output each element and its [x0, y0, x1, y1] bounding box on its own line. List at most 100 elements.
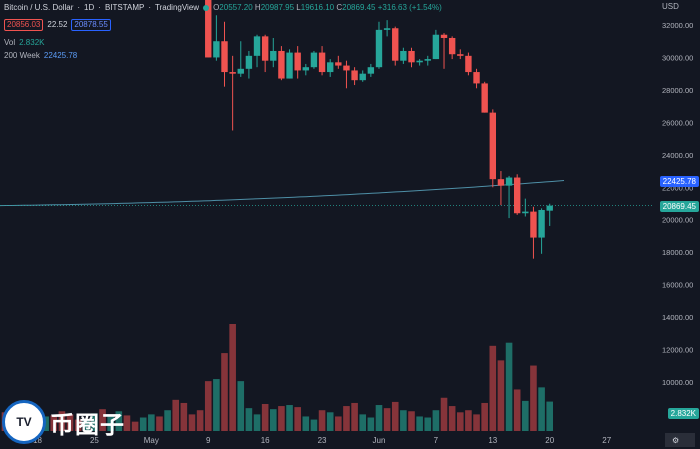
currency-label: USD: [662, 2, 679, 11]
price-tick: 20000.00: [662, 216, 693, 225]
candle-body: [400, 50, 407, 61]
volume-bar: [383, 408, 391, 431]
volume-bar: [351, 402, 358, 431]
volume-bar: [83, 420, 90, 431]
volume-bar: [237, 381, 245, 431]
volume-bar: [180, 402, 188, 431]
volume-bar: [473, 414, 480, 431]
tv-logo-icon: TV: [2, 400, 46, 444]
candle-body: [318, 52, 326, 73]
low-value: 19616.10: [300, 3, 335, 12]
time-tick: 7: [434, 436, 439, 445]
volume-bar: [367, 417, 375, 431]
volume-tag: 2.832K: [667, 408, 699, 419]
price-tick: 24000.00: [662, 151, 693, 160]
candle-body: [457, 54, 464, 56]
price-tick: 26000.00: [662, 118, 693, 127]
volume-bar: [156, 416, 163, 431]
volume-bar: [505, 342, 513, 431]
ma-legend[interactable]: 200 Week 22425.78: [4, 51, 77, 61]
watermark: TV 币圈子: [2, 400, 125, 444]
price-tick: 28000.00: [662, 86, 693, 95]
candle-body: [327, 62, 334, 73]
candle-body: [465, 55, 472, 73]
price-tick: 10000.00: [662, 378, 693, 387]
exchange-label: BITSTAMP: [104, 3, 145, 12]
volume-bar: [58, 411, 66, 431]
market-status-icon: [203, 5, 210, 11]
interval-label[interactable]: 1D: [84, 3, 95, 12]
candle-body: [473, 72, 480, 84]
candle-body: [424, 59, 431, 61]
volume-bar: [131, 421, 139, 431]
candle-body: [213, 41, 220, 58]
candle-body: [505, 177, 513, 186]
buy-price-button[interactable]: 20878.55: [71, 19, 111, 31]
high-value: 20987.95: [260, 3, 295, 12]
time-tick: Jun: [373, 436, 386, 445]
candle-body: [286, 52, 293, 79]
volume-bar: [261, 403, 269, 431]
source-label: TradingView: [155, 3, 200, 12]
ma-label: 200 Week: [4, 51, 40, 60]
volume-legend[interactable]: Vol 2.832K: [4, 38, 44, 48]
time-tick: 18: [33, 436, 42, 445]
time-tick: 13: [488, 436, 497, 445]
volume-bar: [318, 410, 326, 431]
volume-bar: [416, 416, 423, 431]
volume-bar: [513, 389, 521, 431]
candle-body: [302, 67, 310, 71]
volume-bar: [489, 345, 497, 431]
volume-value: 2.832K: [19, 38, 45, 47]
price-tick: 12000.00: [662, 346, 693, 355]
volume-bar: [253, 414, 261, 431]
volume-bar: [66, 414, 74, 431]
candle-body: [497, 179, 505, 186]
sell-price-button[interactable]: 20856.03: [4, 19, 44, 31]
volume-bar: [522, 400, 529, 431]
price-tick: 22000.00: [662, 183, 693, 192]
candle-body: [432, 34, 440, 60]
candle-body: [221, 41, 228, 73]
candle-body: [245, 55, 253, 69]
volume-bar: [546, 401, 554, 431]
bid-ask-row: 20856.03 22.52 20878.55: [4, 19, 111, 31]
volume-label: Vol: [4, 38, 16, 47]
volume-bar: [343, 406, 350, 431]
symbol-name[interactable]: Bitcoin / U.S. Dollar: [4, 3, 74, 12]
volume-bar: [335, 416, 342, 431]
time-scale-button: [665, 433, 695, 447]
volume-bar: [213, 379, 220, 431]
candle-body: [530, 211, 537, 238]
volume-bar: [530, 365, 537, 431]
candle-body: [294, 52, 301, 71]
ma-200-week-line: [0, 180, 565, 207]
candle-body: [229, 72, 236, 74]
volume-bar: [465, 410, 472, 431]
volume-bar: [278, 406, 285, 431]
volume-bar: [99, 409, 106, 431]
volume-bar: [164, 410, 171, 431]
volume-bar: [440, 397, 448, 431]
volume-bar: [448, 406, 456, 431]
candle-body: [205, 0, 212, 58]
candle-body: [538, 209, 545, 238]
candle-body: [253, 36, 261, 56]
volume-bar: [172, 399, 180, 431]
ohlc-values: O20557.20 H20987.95 L19616.10 C20869.45 …: [213, 3, 442, 12]
time-scale-icon: ⚙: [672, 436, 679, 445]
volume-bar: [50, 415, 58, 431]
candle-body: [237, 68, 244, 74]
price-tick: 18000.00: [662, 248, 693, 257]
volume-bar: [359, 414, 367, 431]
volume-bar: [269, 409, 277, 431]
candle-body: [270, 50, 277, 61]
volume-bar: [286, 405, 293, 431]
volume-bar: [221, 353, 228, 431]
candle-body: [383, 28, 391, 30]
volume-bar: [538, 387, 545, 431]
close-value: 20869.45: [342, 3, 376, 12]
volume-bar: [432, 410, 440, 431]
